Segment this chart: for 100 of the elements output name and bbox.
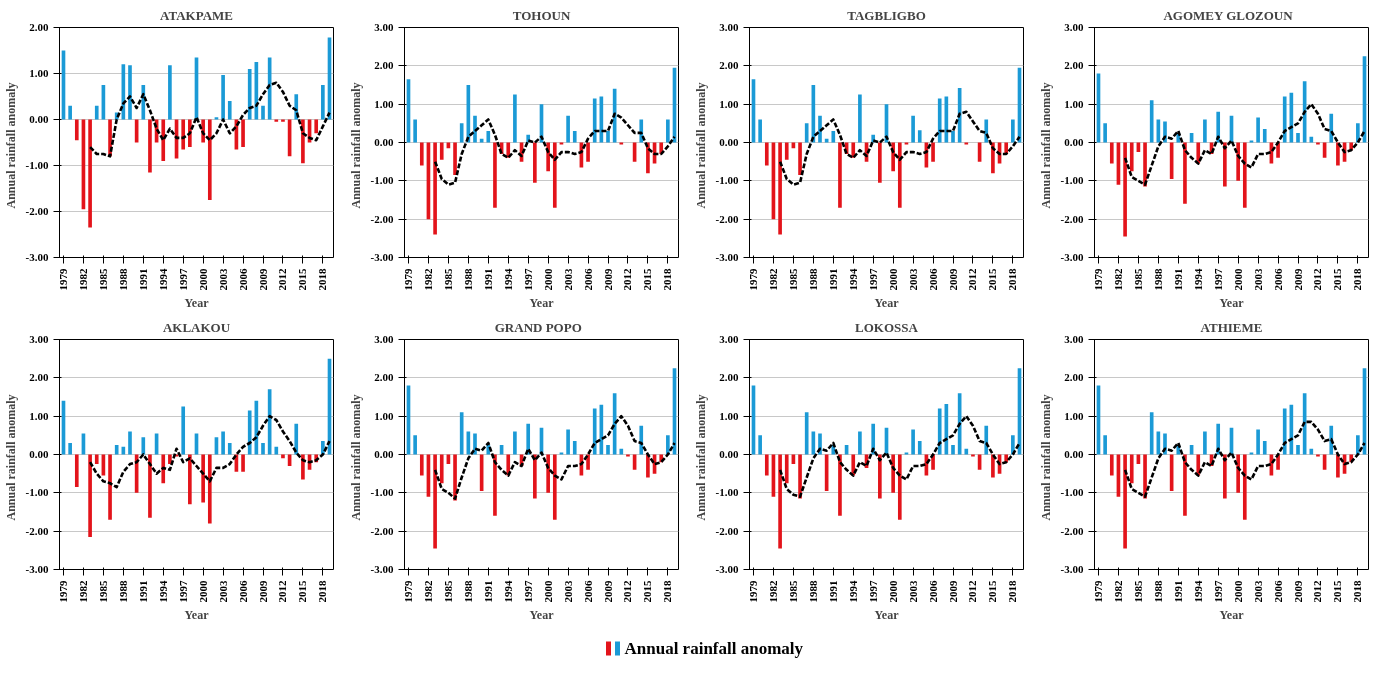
bar xyxy=(114,444,119,455)
y-tick-label: 2.00 xyxy=(29,371,49,384)
bar xyxy=(1242,142,1247,208)
x-tick-label: 2018 xyxy=(1351,580,1364,603)
y-tick-label: 1.00 xyxy=(29,67,49,79)
y-tick-label: 3.00 xyxy=(1064,21,1084,33)
y-tick-label: -1.00 xyxy=(370,174,394,187)
bar xyxy=(1309,448,1314,455)
x-tick-label: 1985 xyxy=(441,268,454,291)
x-tick-label: 1982 xyxy=(766,268,779,291)
bar xyxy=(533,142,537,183)
x-tick-label: 1982 xyxy=(421,268,434,291)
x-tick-label: 1979 xyxy=(56,580,69,603)
bar xyxy=(1223,142,1227,187)
bar xyxy=(764,454,769,476)
bar xyxy=(891,454,895,493)
x-tick-label: 1985 xyxy=(96,580,109,603)
x-tick-label: 2000 xyxy=(1231,268,1244,291)
bar xyxy=(241,454,245,472)
y-tick-label: 1.00 xyxy=(1064,97,1084,110)
x-tick-label: 2012 xyxy=(621,268,634,291)
bar xyxy=(911,115,915,143)
x-tick-label: 1988 xyxy=(116,580,129,603)
bar xyxy=(838,454,842,516)
chart-title: TAGBLIGBO xyxy=(847,7,926,23)
x-tick-label: 1988 xyxy=(806,580,819,603)
bar xyxy=(227,443,232,455)
bar xyxy=(552,454,557,520)
y-tick-label: 2.00 xyxy=(374,59,394,72)
x-tick-label: 1985 xyxy=(1131,268,1144,291)
y-tick-label: -3.00 xyxy=(715,251,739,263)
x-tick-label: 2015 xyxy=(641,580,654,603)
bar xyxy=(1296,132,1300,143)
x-tick-label: 2009 xyxy=(256,580,269,603)
line-series xyxy=(1123,102,1366,186)
x-tick-label: 2003 xyxy=(1251,580,1264,603)
x-tick-label: 2006 xyxy=(581,580,594,603)
x-tick-label: 2009 xyxy=(1291,580,1304,603)
bar xyxy=(937,408,942,455)
y-tick-label: 2.00 xyxy=(29,21,49,33)
bar xyxy=(419,454,424,476)
bar xyxy=(964,448,969,455)
bar xyxy=(1262,441,1267,455)
chart-title: TOHOUN xyxy=(512,7,571,23)
bar xyxy=(798,454,802,499)
bar xyxy=(1296,444,1300,455)
x-tick-label: 1979 xyxy=(746,580,759,603)
x-tick-label: 2006 xyxy=(236,268,249,291)
x-axis-title: Year xyxy=(529,607,555,622)
x-tick-label: 2012 xyxy=(1311,268,1324,291)
y-tick-label: -3.00 xyxy=(370,563,394,575)
chart-title: AGOMEY GLOZOUN xyxy=(1163,7,1294,23)
bar xyxy=(68,443,72,455)
bar xyxy=(1309,136,1314,143)
bar xyxy=(917,130,922,143)
x-tick-label: 1994 xyxy=(846,268,859,291)
bar xyxy=(1103,123,1107,143)
bar xyxy=(161,119,166,161)
bar xyxy=(1143,454,1147,499)
x-tick-label: 1985 xyxy=(786,268,799,291)
x-tick-label: 1991 xyxy=(826,268,839,291)
bar xyxy=(493,142,497,208)
y-axis-title: Annual rainfall anomaly xyxy=(348,82,363,209)
x-tick-label: 1997 xyxy=(521,580,534,603)
bar xyxy=(201,454,205,503)
x-tick-label: 1991 xyxy=(481,580,494,603)
y-axis-title: Annual rainfall anomaly xyxy=(3,82,18,209)
x-tick-label: 1988 xyxy=(806,268,819,291)
x-tick-label: 1988 xyxy=(461,580,474,603)
x-tick-label: 1994 xyxy=(1191,268,1204,291)
bar xyxy=(493,454,497,516)
bar xyxy=(931,142,935,162)
y-tick-label: -1.00 xyxy=(1060,486,1084,499)
bar xyxy=(1123,454,1127,549)
x-tick-label: 2009 xyxy=(256,268,269,291)
bar xyxy=(181,406,186,455)
y-tick-label: -1.00 xyxy=(370,486,394,499)
bar xyxy=(247,68,252,120)
x-tick-label: 2000 xyxy=(196,268,209,291)
bar xyxy=(1336,454,1340,478)
x-axis-title: Year xyxy=(874,607,900,622)
bar xyxy=(1203,431,1207,455)
x-tick-label: 1991 xyxy=(1171,580,1184,603)
bar xyxy=(513,94,517,143)
bar xyxy=(592,408,597,455)
bar xyxy=(207,119,212,200)
y-tick-label: -2.00 xyxy=(1060,524,1084,537)
x-tick-label: 1979 xyxy=(1091,580,1104,603)
bar xyxy=(784,454,789,484)
y-tick-label: -2.00 xyxy=(715,524,739,537)
y-tick-label: -1.00 xyxy=(1060,174,1084,187)
x-tick-label: 2018 xyxy=(1351,268,1364,291)
x-tick-label: 2018 xyxy=(661,268,674,291)
x-tick-label: 1988 xyxy=(1151,268,1164,291)
x-tick-label: 2009 xyxy=(1291,268,1304,291)
bar xyxy=(917,441,922,455)
bar xyxy=(764,142,769,166)
x-tick-label: 1979 xyxy=(401,268,414,291)
x-tick-label: 2003 xyxy=(906,580,919,603)
y-tick-label: -3.00 xyxy=(25,563,49,575)
